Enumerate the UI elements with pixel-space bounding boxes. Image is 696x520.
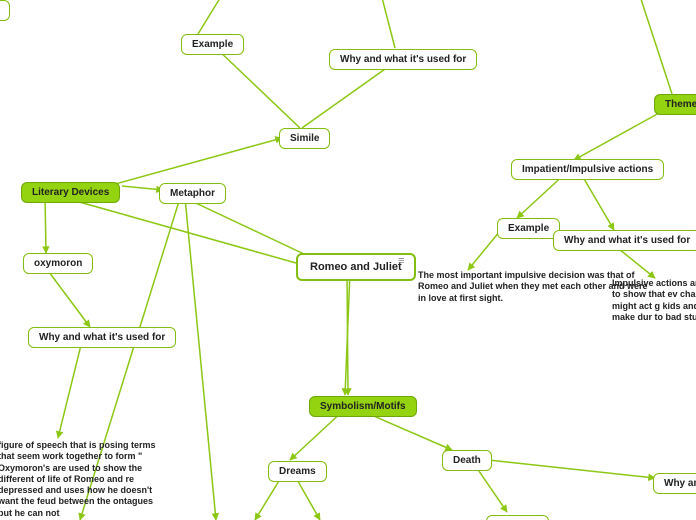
edge <box>58 341 82 438</box>
edge <box>58 196 296 263</box>
node-theme[interactable]: Theme <box>654 94 696 115</box>
edge <box>108 138 282 186</box>
node-example_top[interactable]: Example <box>181 34 244 55</box>
node-example_mid[interactable]: Example <box>497 218 560 239</box>
edge <box>345 272 350 395</box>
edge <box>255 476 282 520</box>
edge <box>46 268 90 327</box>
edge <box>347 270 348 395</box>
node-symbolism[interactable]: Symbolism/Motifs <box>309 396 417 417</box>
node-why_left[interactable]: Why and what it's used for <box>28 327 176 348</box>
edge <box>638 0 672 94</box>
edge <box>295 476 320 520</box>
node-impatient[interactable]: Impatient/Impulsive actions <box>511 159 664 180</box>
node-usedFor_topLeft[interactable]: ed for <box>0 0 10 21</box>
edge <box>580 172 614 230</box>
node-why_mid[interactable]: Why and what it's used for <box>553 230 696 251</box>
edge <box>216 48 300 128</box>
edge <box>470 458 655 478</box>
edge <box>185 198 216 520</box>
node-metaphor[interactable]: Metaphor <box>159 183 226 204</box>
edge <box>302 62 395 128</box>
menu-icon[interactable]: ≡ <box>398 256 404 267</box>
node-simile[interactable]: Simile <box>279 128 330 149</box>
node-dreams[interactable]: Dreams <box>268 461 327 482</box>
edge <box>290 410 344 460</box>
edge <box>380 0 395 48</box>
edge <box>45 195 46 253</box>
textblock-oxymoron_desc: figure of speech that is posing terms th… <box>0 440 163 519</box>
textblock-impulsive_actions: Impulsive actions are Juliet to show tha… <box>612 278 696 323</box>
edge <box>198 0 225 34</box>
node-oxymoron[interactable]: oxymoron <box>23 253 93 274</box>
node-literary[interactable]: Literary Devices <box>21 182 120 203</box>
edge <box>183 197 304 254</box>
edge <box>574 107 670 160</box>
edge <box>468 231 500 270</box>
node-why_right[interactable]: Why and what i <box>653 473 696 494</box>
node-death[interactable]: Death <box>442 450 492 471</box>
node-why_top[interactable]: Why and what it's used for <box>329 49 477 70</box>
node-example_bottom[interactable]: Example <box>486 515 549 520</box>
edge <box>122 186 163 190</box>
